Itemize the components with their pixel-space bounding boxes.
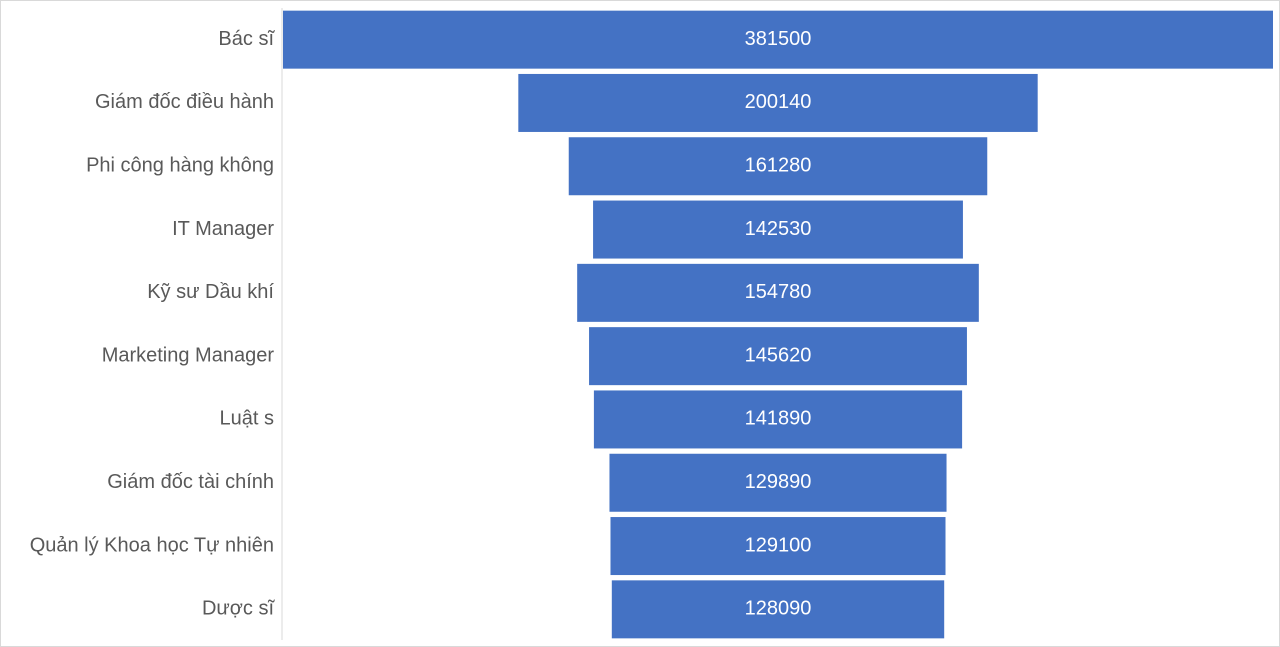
category-label: Giám đốc điều hành [95, 91, 274, 113]
category-label: Giám đốc tài chính [107, 471, 274, 493]
category-label: Luật s [220, 408, 274, 430]
funnel-bar [609, 453, 947, 512]
data-label: 161280 [745, 155, 812, 177]
funnel-bar [589, 327, 967, 386]
data-label: 129890 [745, 471, 812, 493]
category-label: Quản lý Khoa học Tự nhiên [30, 534, 274, 556]
funnel-bar [577, 263, 979, 322]
data-label: 200140 [745, 91, 812, 113]
category-label: Kỹ sư Dầu khí [147, 281, 274, 303]
data-label: 381500 [745, 28, 812, 50]
data-label: 141890 [745, 408, 812, 430]
data-label: 142530 [745, 218, 812, 240]
funnel-bar [610, 517, 946, 576]
funnel-bar [568, 137, 988, 196]
data-label: 154780 [745, 281, 812, 303]
category-label: Phi công hàng không [86, 155, 274, 177]
funnel-bar [593, 390, 963, 449]
funnel-bar [593, 200, 963, 259]
data-label: 145620 [745, 344, 812, 366]
category-label: Marketing Manager [102, 344, 275, 366]
category-label: IT Manager [172, 218, 274, 240]
category-label: Dược sĩ [202, 598, 276, 620]
data-label: 129100 [745, 534, 812, 556]
funnel-bar [611, 580, 945, 639]
data-label: 128090 [745, 598, 812, 620]
funnel-bar [518, 73, 1038, 132]
funnel-bar [283, 10, 1273, 69]
category-label: Bác sĩ [218, 28, 275, 50]
